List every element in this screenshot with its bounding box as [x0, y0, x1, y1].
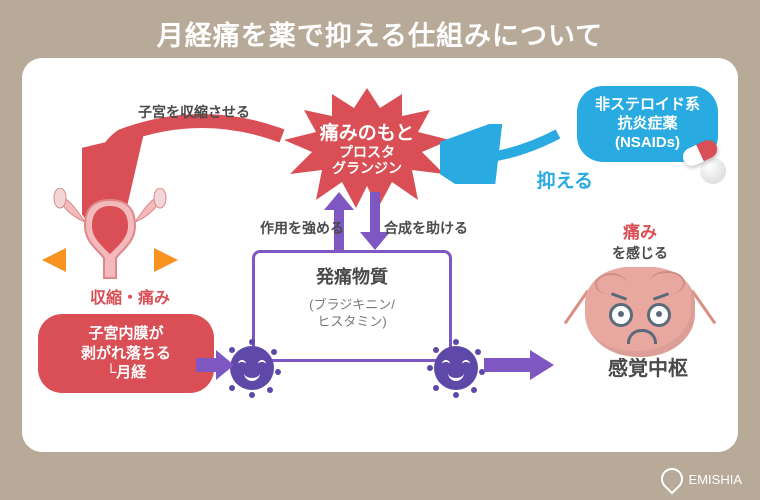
logo-icon	[656, 463, 687, 494]
label-strengthen: 作用を強める	[260, 218, 344, 238]
germ-spikes-2	[426, 338, 486, 398]
diagram-panel: 痛みのもと プロスタグランジン 子宮を収縮させる 非ステロイド系 抗炎症薬 (N…	[22, 58, 738, 452]
brain-icon	[585, 267, 695, 357]
arrow-to-brain	[484, 350, 556, 380]
endometrium-l3: └月経	[52, 363, 200, 383]
label-sense-center: 感覚中枢	[608, 352, 688, 381]
pain-source-title: 痛みのもと	[282, 118, 452, 145]
brain-pain-text: 痛み	[623, 223, 657, 242]
pain-source-sub: プロスタグランジン	[282, 144, 452, 176]
page-title: 月経痛を薬で抑える仕組みについて	[0, 14, 760, 53]
label-suppress: 抑える	[537, 166, 593, 193]
uterus-icon	[50, 188, 170, 288]
pain-sub-title: 発痛物質	[255, 263, 449, 289]
canvas: 月経痛を薬で抑える仕組みについて 痛みのもと プロスタグランジン 子宮を収縮させ…	[0, 0, 760, 500]
endometrium-l2: 剥がれ落ちる	[52, 344, 200, 364]
brand-logo: EMISHIA	[661, 468, 742, 490]
endometrium-l1: 子宮内膜が	[52, 324, 200, 344]
nsaids-l2: 抗炎症薬	[595, 115, 700, 134]
pills-icon	[682, 144, 726, 184]
uterus-arrows-icon	[42, 248, 178, 272]
label-synthesize: 合成を助ける	[384, 218, 468, 238]
pain-sub-detail: (ブラジキニン/ヒスタミン)	[255, 297, 449, 331]
node-pain-substance: 発痛物質 (ブラジキニン/ヒスタミン)	[252, 250, 452, 362]
arrow-to-substance	[196, 350, 236, 380]
nsaids-l1: 非ステロイド系	[595, 96, 700, 115]
node-endometrium: 子宮内膜が 剥がれ落ちる └月経	[38, 314, 214, 393]
label-contract: 子宮を収縮させる	[138, 102, 250, 122]
node-brain: 痛み を感じる	[570, 218, 710, 362]
label-contraction-pain: 収縮・痛み	[90, 284, 170, 308]
brand-text: EMISHIA	[689, 472, 742, 487]
brain-feel-text: を感じる	[612, 245, 668, 261]
